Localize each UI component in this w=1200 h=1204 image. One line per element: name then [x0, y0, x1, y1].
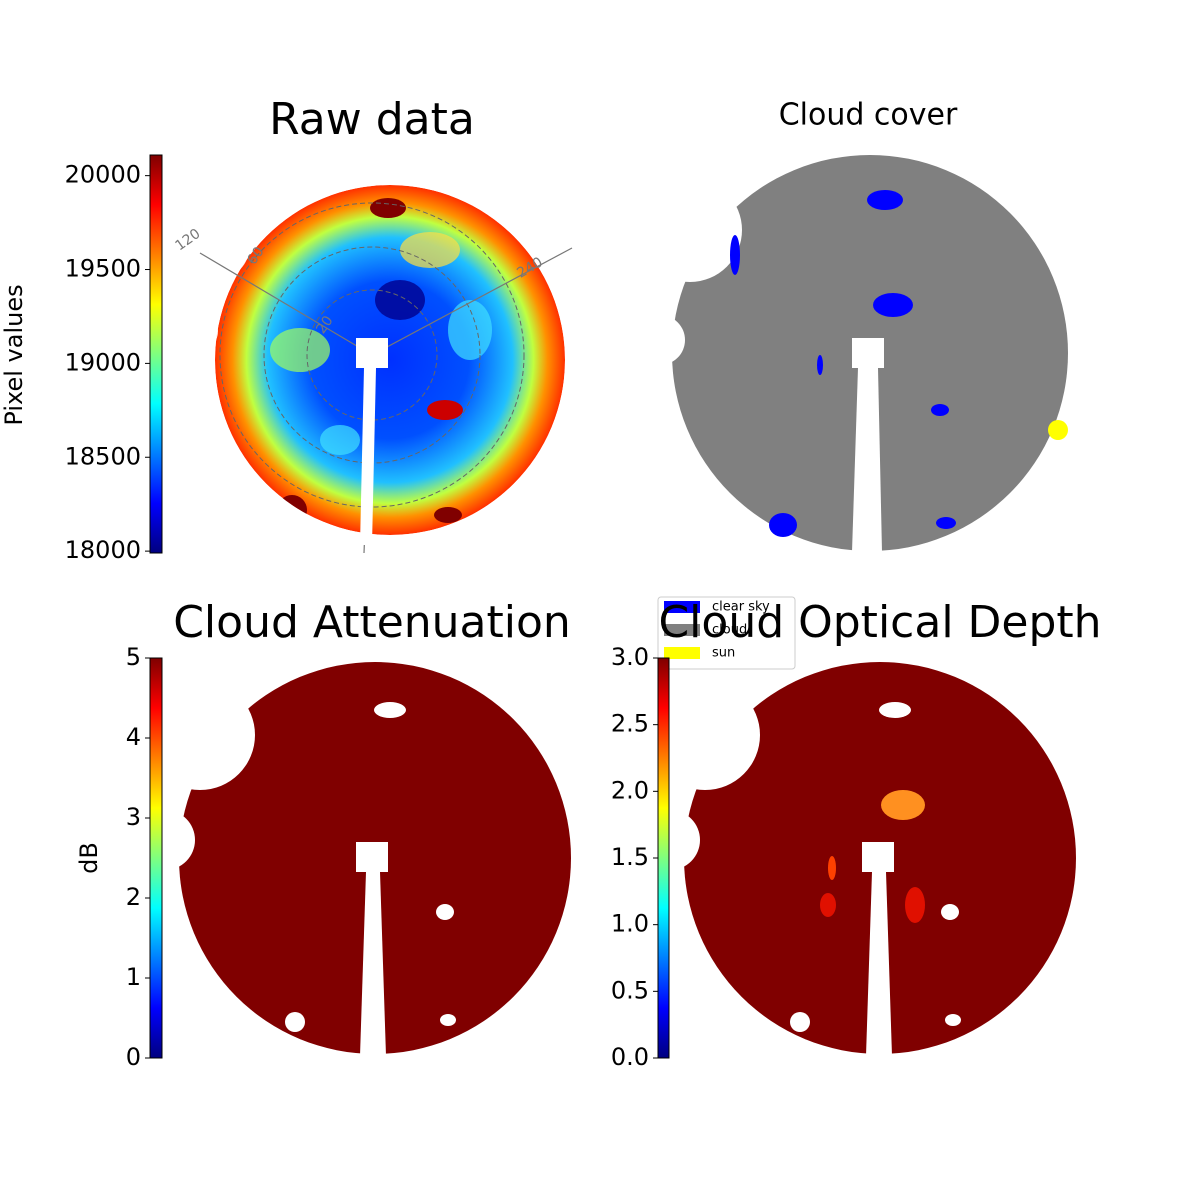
attenuation-image [135, 662, 571, 1056]
colorbar [657, 657, 670, 1059]
panel-title: Cloud Attenuation [173, 597, 571, 648]
colorbar-tick-label: 3 [126, 803, 141, 831]
panel-title: Cloud Optical Depth [658, 597, 1101, 648]
polar-annotation: 120 [172, 226, 203, 254]
colorbar-tick-label: 2.5 [611, 710, 649, 738]
colorbar-tick-label: 0 [126, 1043, 141, 1071]
colorbar-tick-label: 0.0 [611, 1043, 649, 1071]
colorbar-tick-label: 19000 [65, 348, 141, 376]
legend-swatch [664, 624, 700, 636]
optical-depth-image [640, 662, 1076, 1056]
colorbar-label: Pixel values [0, 284, 28, 425]
legend-swatch [664, 601, 700, 613]
colorbar-tick-label: 2.0 [611, 776, 649, 804]
legend-label: clear sky [712, 600, 770, 615]
mask [360, 368, 376, 545]
legend-label: cloud [712, 623, 747, 638]
legend-label: sun [712, 646, 735, 661]
colorbar-tick-label: 0.5 [611, 976, 649, 1004]
colorbar-tick-label: 2 [126, 883, 141, 911]
colorbar-tick-label: 18000 [65, 536, 141, 564]
colorbar-label: dB [75, 842, 103, 874]
colorbar-tick-label: 1 [126, 963, 141, 991]
colorbar [149, 154, 163, 554]
colorbar-tick-label: 1.5 [611, 843, 649, 871]
panel-title: Raw data [269, 94, 475, 145]
colorbar-tick-label: 18500 [65, 442, 141, 470]
colorbar [149, 657, 163, 1059]
colorbar-tick-label: 3.0 [611, 643, 649, 671]
legend-swatch [664, 647, 700, 659]
colorbar-tick-label: 20000 [65, 161, 141, 189]
cloud-image [635, 155, 1068, 552]
colorbar-tick-label: 4 [126, 723, 141, 751]
mask [356, 338, 388, 368]
colorbar-tick-label: 5 [126, 643, 141, 671]
colorbar-tick-label: 1.0 [611, 910, 649, 938]
colorbar-tick-label: 19500 [65, 255, 141, 283]
panel-title: Cloud cover [779, 98, 958, 133]
